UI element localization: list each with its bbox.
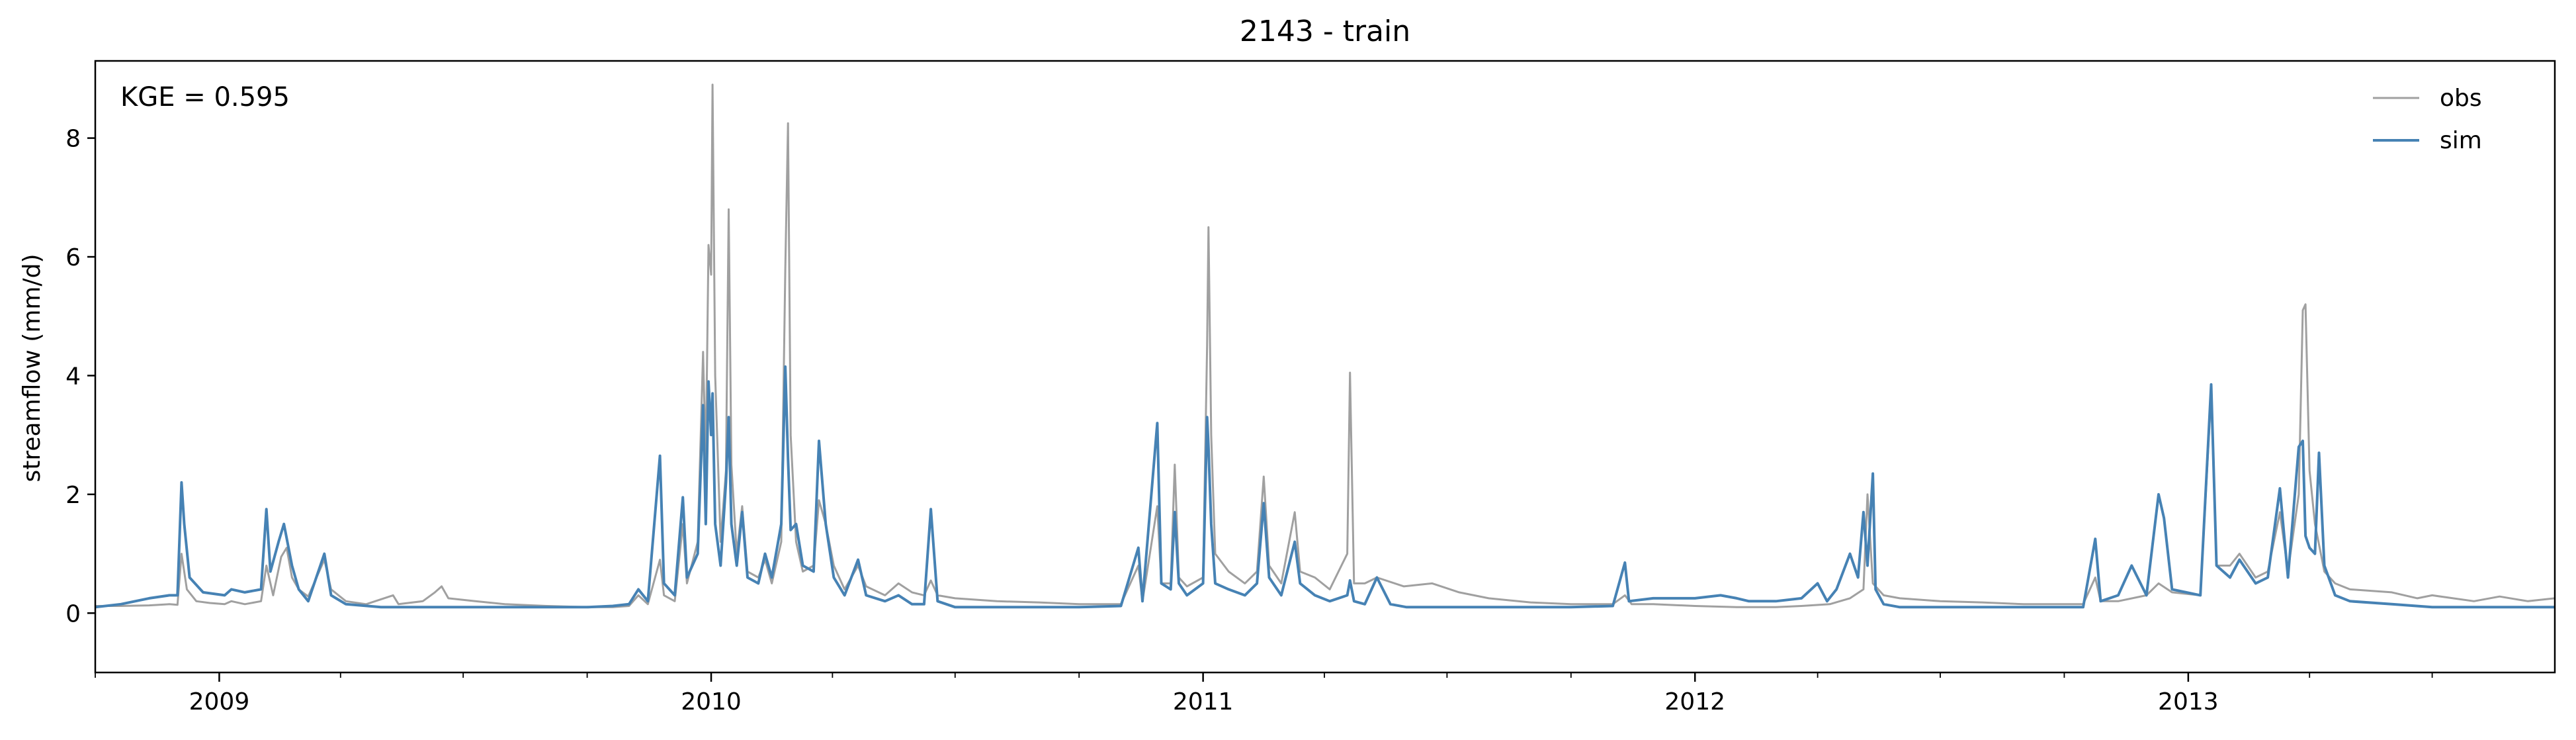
x-tick-label-2012: 2012 [1664, 688, 1725, 716]
series-group [95, 83, 2555, 609]
legend: obs sim [2373, 85, 2482, 154]
kge-annotation: KGE = 0.595 [120, 82, 290, 113]
plot-frame [94, 60, 2556, 674]
series-line-obs [95, 83, 2555, 608]
y-tick-label-8: 8 [65, 126, 81, 153]
legend-label-sim: sim [2440, 127, 2482, 154]
y-tick-label-6: 6 [65, 244, 81, 271]
plot-area: 0 2 4 6 8 2009 2010 2011 2012 2013 [65, 60, 2556, 716]
y-tick-label-4: 4 [65, 363, 81, 390]
x-tick-label-2010: 2010 [681, 688, 742, 716]
y-tick-label-0: 0 [65, 600, 81, 627]
x-tick-label-2013: 2013 [2158, 688, 2219, 716]
y-axis-label: streamflow (mm/d) [19, 254, 46, 483]
x-tick-label-2011: 2011 [1173, 688, 1234, 716]
x-tick-label-2009: 2009 [189, 688, 250, 716]
chart-title: 2143 - train [1240, 15, 1410, 48]
y-tick-label-2: 2 [65, 482, 81, 509]
legend-label-obs: obs [2440, 85, 2482, 112]
series-line-sim [95, 365, 2555, 609]
